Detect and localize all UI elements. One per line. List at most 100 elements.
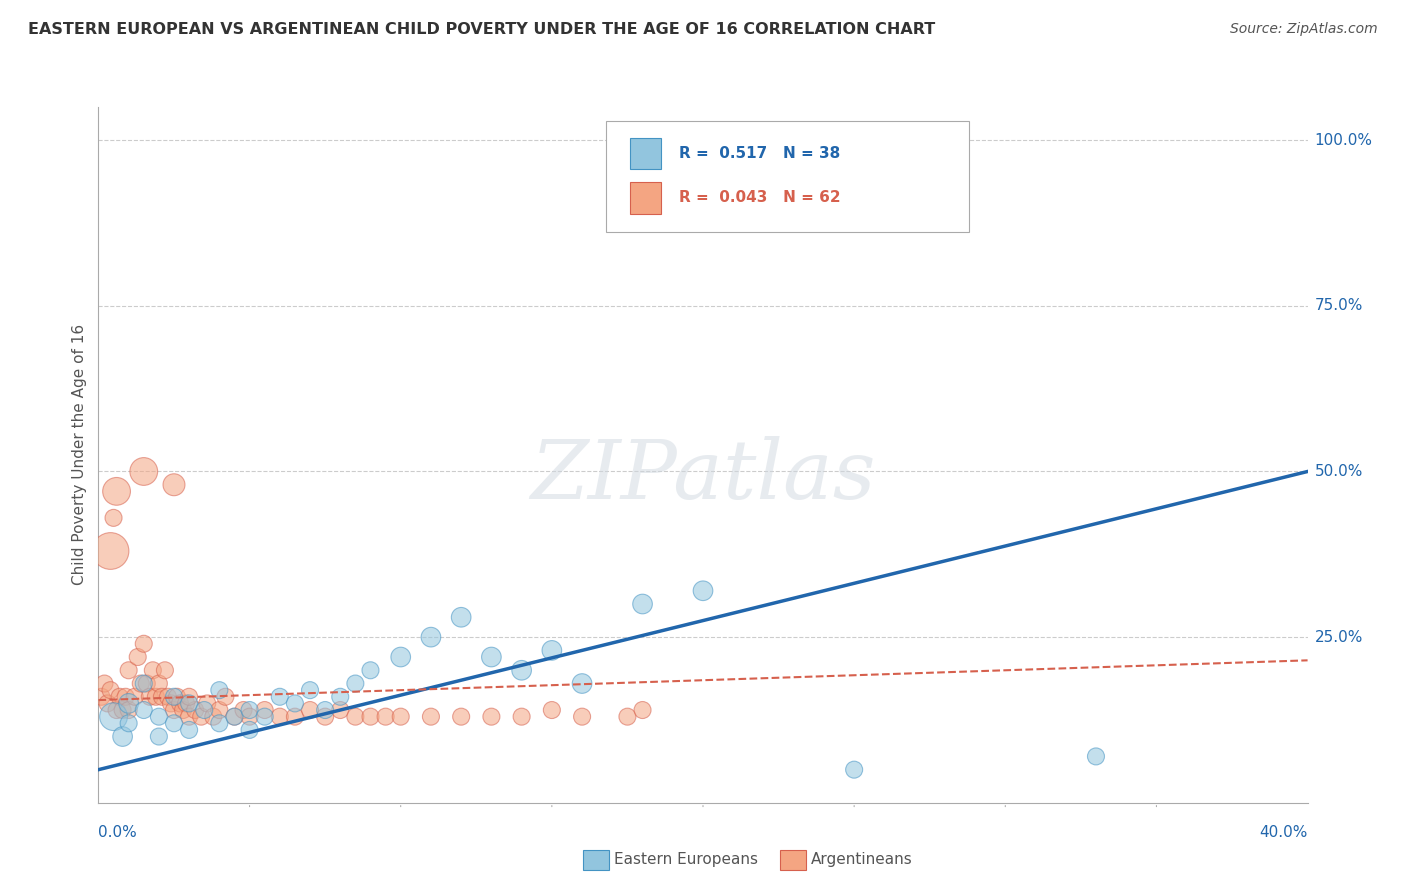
Point — [105, 484, 128, 499]
Point — [314, 709, 336, 723]
Point — [571, 676, 593, 690]
Point — [129, 676, 152, 690]
Point — [253, 703, 276, 717]
Point — [631, 597, 654, 611]
Point — [631, 703, 654, 717]
Point — [177, 709, 201, 723]
Point — [153, 663, 176, 677]
Point — [90, 690, 112, 704]
Point — [481, 709, 503, 723]
Point — [132, 703, 155, 717]
Point — [344, 676, 367, 690]
Point — [450, 709, 472, 723]
Point — [214, 690, 236, 704]
Point — [103, 709, 125, 723]
Point — [100, 544, 122, 558]
Point — [96, 697, 118, 711]
Point — [139, 690, 162, 704]
Point — [132, 637, 155, 651]
Point — [118, 703, 141, 717]
Point — [239, 703, 262, 717]
Point — [93, 676, 115, 690]
Point — [389, 709, 412, 723]
Point — [111, 730, 134, 744]
Point — [148, 730, 170, 744]
Point — [184, 703, 207, 717]
Text: Eastern Europeans: Eastern Europeans — [614, 853, 758, 867]
Point — [692, 583, 714, 598]
Text: 75.0%: 75.0% — [1315, 298, 1362, 313]
Point — [419, 630, 441, 644]
Point — [481, 650, 503, 665]
Point — [389, 650, 412, 665]
Point — [142, 663, 165, 677]
Point — [540, 643, 562, 657]
Point — [177, 723, 201, 737]
Point — [132, 465, 155, 479]
Point — [239, 723, 262, 737]
Point — [105, 703, 128, 717]
Point — [160, 697, 183, 711]
Bar — [630, 137, 661, 169]
Point — [510, 663, 533, 677]
Point — [208, 703, 231, 717]
Point — [163, 703, 186, 717]
Point — [132, 676, 155, 690]
Point — [208, 683, 231, 698]
Point — [239, 709, 262, 723]
Point — [124, 690, 146, 704]
Text: Argentineans: Argentineans — [811, 853, 912, 867]
Text: 25.0%: 25.0% — [1315, 630, 1362, 645]
Point — [172, 703, 194, 717]
Text: 0.0%: 0.0% — [98, 825, 138, 840]
Point — [177, 690, 201, 704]
Point — [540, 703, 562, 717]
Point — [163, 477, 186, 491]
Point — [174, 697, 197, 711]
Point — [360, 663, 382, 677]
Point — [571, 709, 593, 723]
Point — [118, 697, 141, 711]
Text: R =  0.043   N = 62: R = 0.043 N = 62 — [679, 191, 841, 205]
Point — [314, 703, 336, 717]
Point — [169, 697, 191, 711]
Point — [193, 703, 215, 717]
Point — [135, 676, 157, 690]
Point — [163, 690, 186, 704]
Point — [103, 511, 125, 525]
Point — [844, 763, 866, 777]
Point — [299, 683, 322, 698]
Point — [118, 663, 141, 677]
Point — [450, 610, 472, 624]
Point — [114, 690, 136, 704]
Point — [208, 716, 231, 731]
Text: EASTERN EUROPEAN VS ARGENTINEAN CHILD POVERTY UNDER THE AGE OF 16 CORRELATION CH: EASTERN EUROPEAN VS ARGENTINEAN CHILD PO… — [28, 22, 935, 37]
Point — [148, 709, 170, 723]
Point — [374, 709, 396, 723]
Point — [360, 709, 382, 723]
Point — [329, 703, 352, 717]
Text: Source: ZipAtlas.com: Source: ZipAtlas.com — [1230, 22, 1378, 37]
Point — [419, 709, 441, 723]
Point — [145, 690, 167, 704]
Point — [127, 650, 149, 665]
Text: 100.0%: 100.0% — [1315, 133, 1372, 148]
Y-axis label: Child Poverty Under the Age of 16: Child Poverty Under the Age of 16 — [72, 325, 87, 585]
Point — [1085, 749, 1108, 764]
Point — [118, 716, 141, 731]
Point — [284, 709, 307, 723]
Point — [108, 690, 131, 704]
Point — [163, 716, 186, 731]
Point — [329, 690, 352, 704]
Point — [111, 703, 134, 717]
Point — [269, 690, 291, 704]
Point — [344, 709, 367, 723]
Point — [616, 709, 638, 723]
Point — [752, 212, 775, 227]
Point — [195, 697, 218, 711]
Point — [148, 676, 170, 690]
Point — [510, 709, 533, 723]
Point — [100, 683, 122, 698]
Point — [156, 690, 179, 704]
Text: 40.0%: 40.0% — [1260, 825, 1308, 840]
